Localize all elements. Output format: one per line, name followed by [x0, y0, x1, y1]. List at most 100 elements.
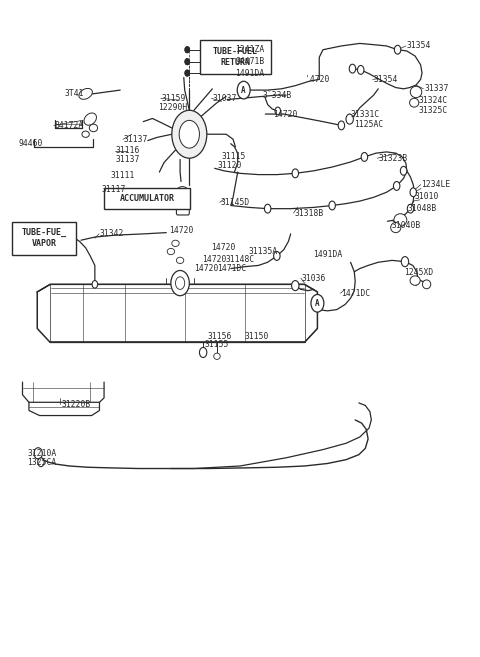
Text: 31145D: 31145D — [221, 198, 250, 207]
Circle shape — [358, 66, 364, 74]
Text: 31148C: 31148C — [225, 255, 254, 263]
Ellipse shape — [410, 86, 422, 98]
Text: 14720: 14720 — [194, 264, 218, 273]
Text: 1234LE: 1234LE — [421, 180, 450, 189]
Text: '4720: '4720 — [304, 75, 329, 84]
Circle shape — [172, 110, 207, 158]
Text: TUBE-FUE_
VAPOR: TUBE-FUE_ VAPOR — [22, 228, 67, 248]
Text: 31135A: 31135A — [248, 247, 277, 256]
Circle shape — [185, 58, 190, 65]
FancyBboxPatch shape — [104, 188, 190, 210]
Text: A: A — [315, 299, 320, 307]
Text: 31342: 31342 — [100, 229, 124, 238]
Text: 1491DA: 1491DA — [313, 250, 342, 259]
Text: 1125AC: 1125AC — [354, 120, 384, 129]
Text: 14720: 14720 — [168, 226, 193, 235]
Text: 14720: 14720 — [273, 110, 298, 118]
Circle shape — [346, 114, 353, 124]
Text: 31010: 31010 — [414, 192, 439, 200]
Text: 94471B: 94471B — [235, 57, 264, 66]
Text: 84172A: 84172A — [55, 121, 84, 130]
Text: 31324C: 31324C — [419, 96, 448, 104]
Circle shape — [185, 70, 189, 76]
Text: 1241ZA: 1241ZA — [235, 45, 264, 55]
Text: 31115: 31115 — [222, 152, 246, 161]
Ellipse shape — [89, 124, 97, 131]
Ellipse shape — [394, 214, 407, 226]
FancyBboxPatch shape — [200, 40, 271, 74]
Circle shape — [92, 281, 97, 288]
Text: 31117: 31117 — [102, 185, 126, 194]
Text: 31323B: 31323B — [378, 154, 408, 163]
Ellipse shape — [409, 99, 419, 107]
Text: 31120: 31120 — [218, 161, 242, 170]
Circle shape — [407, 204, 414, 213]
Text: 31116: 31116 — [116, 146, 140, 155]
Text: 1491DA: 1491DA — [235, 68, 264, 78]
Text: 31150: 31150 — [245, 332, 269, 340]
Text: 31354: 31354 — [407, 41, 431, 51]
Text: A: A — [241, 85, 246, 95]
Circle shape — [185, 58, 189, 65]
Ellipse shape — [84, 113, 96, 125]
Circle shape — [34, 447, 42, 459]
Text: 31111: 31111 — [110, 171, 134, 181]
Circle shape — [311, 294, 324, 312]
Circle shape — [292, 281, 299, 290]
Text: 31155: 31155 — [205, 340, 229, 350]
Text: 3T41: 3T41 — [65, 89, 84, 99]
Text: 31137: 31137 — [124, 135, 148, 144]
Circle shape — [274, 252, 280, 260]
Circle shape — [185, 47, 189, 53]
Text: 14720: 14720 — [211, 243, 236, 252]
Circle shape — [264, 204, 271, 213]
Text: 31048B: 31048B — [408, 204, 437, 213]
Circle shape — [179, 120, 200, 148]
Text: 31037: 31037 — [212, 94, 237, 102]
Ellipse shape — [172, 240, 179, 246]
Ellipse shape — [177, 258, 184, 263]
Text: 1471DC: 1471DC — [341, 288, 371, 298]
Text: 31159: 31159 — [162, 94, 186, 102]
Ellipse shape — [410, 276, 420, 285]
Text: ACCUMULATOR: ACCUMULATOR — [120, 194, 174, 203]
Circle shape — [349, 64, 356, 73]
Circle shape — [237, 81, 250, 99]
Text: 31210A: 31210A — [27, 449, 56, 458]
Circle shape — [185, 47, 190, 53]
Ellipse shape — [422, 280, 431, 289]
Circle shape — [185, 70, 190, 76]
Text: 31040B: 31040B — [391, 221, 420, 229]
Text: 31325C: 31325C — [419, 106, 448, 115]
Circle shape — [338, 121, 345, 130]
Text: 31354: 31354 — [373, 75, 398, 84]
Circle shape — [400, 166, 407, 175]
Text: 31331C: 31331C — [350, 110, 380, 118]
Ellipse shape — [79, 89, 92, 99]
FancyBboxPatch shape — [12, 222, 76, 255]
FancyBboxPatch shape — [177, 194, 189, 215]
Ellipse shape — [214, 353, 220, 359]
Circle shape — [361, 152, 368, 162]
Ellipse shape — [391, 223, 401, 233]
Text: 1245XD: 1245XD — [404, 269, 433, 277]
Ellipse shape — [82, 131, 89, 137]
Text: 3`334B: 3`334B — [262, 91, 291, 100]
Circle shape — [394, 181, 400, 191]
Ellipse shape — [167, 248, 175, 255]
Text: 14720: 14720 — [202, 255, 227, 263]
Circle shape — [401, 257, 408, 267]
Circle shape — [329, 201, 336, 210]
Text: 1471DC: 1471DC — [217, 264, 246, 273]
Circle shape — [292, 169, 299, 178]
Text: 94460: 94460 — [19, 139, 43, 148]
Text: 31337: 31337 — [424, 84, 449, 93]
Text: 31220B: 31220B — [61, 399, 90, 409]
Text: 31036: 31036 — [302, 273, 326, 283]
Text: 12290H: 12290H — [158, 103, 187, 112]
Ellipse shape — [177, 187, 188, 195]
Circle shape — [395, 45, 401, 54]
Text: 31137: 31137 — [116, 155, 140, 164]
Circle shape — [171, 271, 189, 296]
Circle shape — [176, 277, 185, 289]
